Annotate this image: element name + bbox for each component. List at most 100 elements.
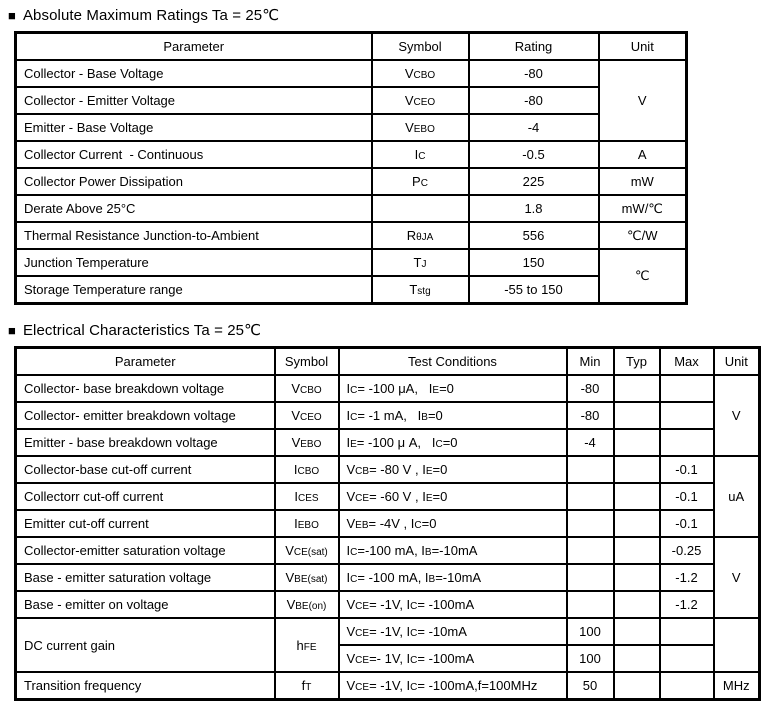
table-cell <box>612 590 661 619</box>
table-cell: 100 <box>565 617 615 646</box>
table-cell: V <box>712 374 761 457</box>
table-row: Emitter - base breakdown voltage VEBO IE= … <box>14 428 760 457</box>
table-cell: Collector-emitter saturation voltage <box>14 536 276 565</box>
table-cell: -1.2 <box>658 590 715 619</box>
table-cell: RθJA <box>370 221 470 250</box>
table-cell: Emitter - Base Voltage <box>14 113 373 142</box>
table-cell: Junction Temperature <box>14 248 373 277</box>
table-cell <box>565 455 615 484</box>
column-header-parameter: Parameter <box>14 31 373 61</box>
table-cell: 1.8 <box>467 194 600 223</box>
table-cell: IE= -100 μ A, IC=0 <box>337 428 568 457</box>
table-cell <box>370 194 470 223</box>
table-row: Emitter - Base Voltage VEBO -4 <box>14 113 687 142</box>
table-cell: DC current gain <box>14 617 276 673</box>
table-cell <box>612 617 661 646</box>
electrical-characteristics-section: ■ Electrical Characteristics Ta = 25℃ Par… <box>0 322 765 701</box>
table-row: Base - emitter on voltage VBE(on) VCE= -1V… <box>14 590 760 619</box>
table-cell: IC= -1 mA, IB=0 <box>337 401 568 430</box>
table-cell: -0.1 <box>658 509 715 538</box>
table-cell: VCE= -1V, IC= -100mA,f=100MHz <box>337 671 568 701</box>
table-row: Base - emitter saturation voltage VBE(sat… <box>14 563 760 592</box>
table-cell <box>565 536 615 565</box>
table-row: Storage Temperature range Tstg -55 to 150 <box>14 275 687 305</box>
section-title-text: Electrical Characteristics Ta = 25℃ <box>22 322 262 339</box>
table-cell: hFE <box>273 617 340 673</box>
column-header-unit: Unit <box>712 346 761 376</box>
table-cell: PC <box>370 167 470 196</box>
table-cell: VCE= -1V, IC= -10mA <box>337 617 568 646</box>
table-cell: VCE(sat) <box>273 536 340 565</box>
table-cell <box>658 671 715 701</box>
table-cell: VEBO <box>273 428 340 457</box>
table-cell: IC= -100 mA, IB=-10mA <box>337 563 568 592</box>
section-bullet-square-icon: ■ <box>8 323 16 338</box>
table-cell: 556 <box>467 221 600 250</box>
absolute-maximum-ratings-section: ■ Absolute Maximum Ratings Ta = 25℃ Param… <box>0 7 765 305</box>
table-cell: Thermal Resistance Junction-to-Ambient <box>14 221 373 250</box>
table-cell <box>612 374 661 403</box>
table-cell: -4 <box>565 428 615 457</box>
absolute-maximum-ratings-table: Parameter Symbol Rating Unit Collector - Bas… <box>14 31 688 305</box>
section-title-text: Absolute Maximum Ratings Ta = 25℃ <box>22 7 280 24</box>
table-cell <box>658 428 715 457</box>
table-cell: Collector- base breakdown voltage <box>14 374 276 403</box>
table-cell: Collector Power Dissipation <box>14 167 373 196</box>
table-row: Emitter cut-off current IEBO VEB= -4V , IC… <box>14 509 760 538</box>
table-cell: IC <box>370 140 470 169</box>
table-row: Collector - Emitter Voltage VCEO -80 <box>14 86 687 115</box>
table-cell: -80 <box>565 374 615 403</box>
table-cell: -0.1 <box>658 482 715 511</box>
table-cell <box>612 428 661 457</box>
table-cell <box>712 617 761 673</box>
table-cell: IC= -100 μA, IE=0 <box>337 374 568 403</box>
table-cell: -80 <box>467 86 600 115</box>
table-cell: VCB= -80 V , IE=0 <box>337 455 568 484</box>
table-cell: VBE(on) <box>273 590 340 619</box>
table-cell: Collector - Base Voltage <box>14 59 373 88</box>
table-cell: mW/℃ <box>597 194 688 223</box>
table-cell: Collector-base cut-off current <box>14 455 276 484</box>
table-cell: Collector- emitter breakdown voltage <box>14 401 276 430</box>
table-cell: Base - emitter saturation voltage <box>14 563 276 592</box>
table-cell <box>565 482 615 511</box>
table-cell: Collector - Emitter Voltage <box>14 86 373 115</box>
table-row: Derate Above 25°C 1.8 mW/℃ <box>14 194 688 223</box>
table-row: Collector Current - Continuous IC -0.5 A <box>14 140 688 169</box>
table-cell <box>658 617 715 646</box>
table-cell: VCE= -1V, IC= -100mA <box>337 590 568 619</box>
table-row: Collector-emitter saturation voltage VCE(… <box>14 536 761 619</box>
column-header-symbol: Symbol <box>273 346 340 376</box>
table-cell: 225 <box>467 167 600 196</box>
table-cell: MHz <box>712 671 761 701</box>
table-cell: -1.2 <box>658 563 715 592</box>
table-cell: -0.1 <box>658 455 715 484</box>
table-cell: IC=-100 mA, IB=-10mA <box>337 536 568 565</box>
table-cell: Emitter cut-off current <box>14 509 276 538</box>
column-header-symbol: Symbol <box>370 31 470 61</box>
table-cell <box>565 563 615 592</box>
table-cell: VCE= -60 V , IE=0 <box>337 482 568 511</box>
table-cell <box>612 455 661 484</box>
table-row: Collector - Base Voltage VCBO -80 V <box>14 59 688 142</box>
table-cell: Derate Above 25°C <box>14 194 373 223</box>
table-cell <box>565 509 615 538</box>
table-cell: Storage Temperature range <box>14 275 373 305</box>
table-cell: -0.5 <box>467 140 600 169</box>
table-row: Thermal Resistance Junction-to-Ambient Rθ… <box>14 221 688 250</box>
table-cell: Base - emitter on voltage <box>14 590 276 619</box>
table-row: Collectorr cut-off current ICES VCE= -60 V… <box>14 482 760 511</box>
table-cell: Tstg <box>370 275 470 305</box>
column-header-rating: Rating <box>467 31 600 61</box>
table-cell: Collector Current - Continuous <box>14 140 373 169</box>
column-header-unit: Unit <box>597 31 688 61</box>
table-row: Collector- base breakdown voltage VCBO IC=… <box>14 374 761 457</box>
table-cell <box>612 401 661 430</box>
table-cell: 50 <box>565 671 615 701</box>
table-cell: VBE(sat) <box>273 563 340 592</box>
table-cell: Transition frequency <box>14 671 276 701</box>
table-cell <box>658 401 715 430</box>
column-header-typ: Typ <box>612 346 661 376</box>
table-cell <box>612 563 661 592</box>
table-cell: VEBO <box>370 113 470 142</box>
